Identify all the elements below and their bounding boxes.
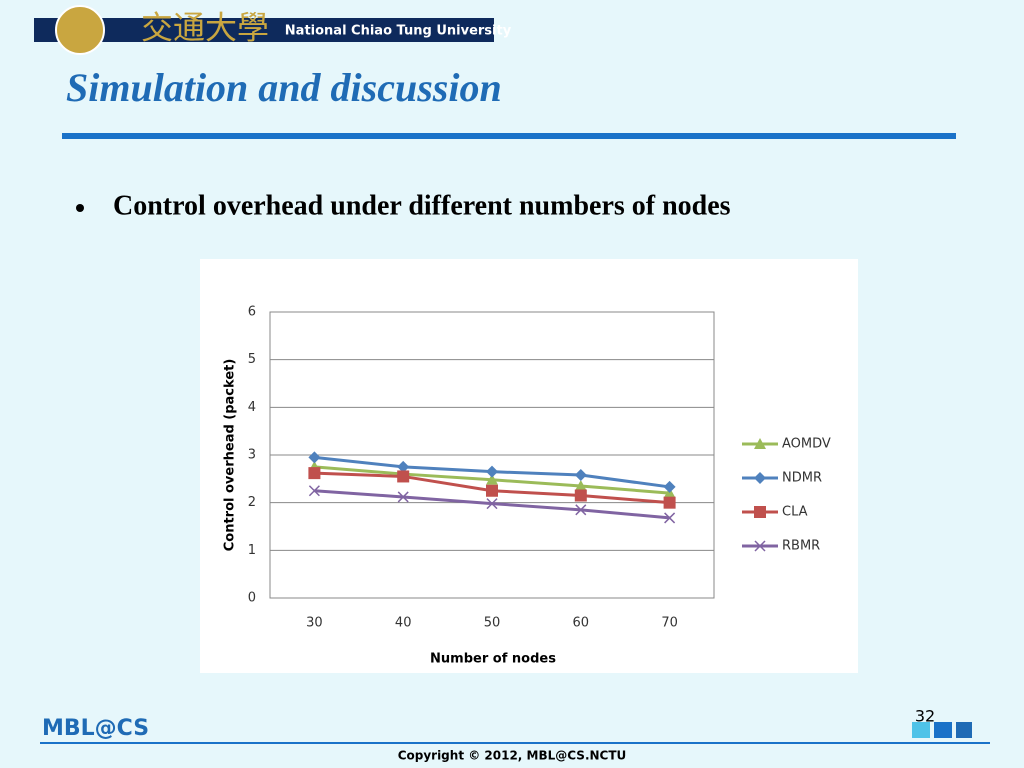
x-axis-title: Number of nodes <box>430 652 556 667</box>
y-tick-label: 3 <box>248 448 256 463</box>
marker <box>486 465 498 478</box>
y-tick-label: 4 <box>248 400 256 415</box>
marker <box>574 469 587 482</box>
banner <box>34 18 494 42</box>
copyright: Copyright © 2012, MBL@CS.NCTU <box>398 749 627 763</box>
x-tick-label: 50 <box>484 616 501 631</box>
marker <box>575 504 587 516</box>
bullet-text: Control overhead under different numbers… <box>113 190 731 221</box>
legend-label: CLA <box>782 505 808 520</box>
legend-label: RBMR <box>782 539 820 554</box>
footer-square <box>934 722 952 738</box>
marker <box>663 496 676 509</box>
slide-title: Simulation and discussion <box>66 65 502 110</box>
bullet-dot <box>76 204 84 212</box>
legend-marker <box>754 438 766 449</box>
marker <box>486 473 498 485</box>
university-en: National Chiao Tung University <box>285 24 512 39</box>
x-tick-label: 30 <box>306 616 323 631</box>
marker <box>397 491 409 503</box>
legend-marker <box>754 472 766 484</box>
legend-label: NDMR <box>782 471 822 486</box>
footer-rule <box>40 742 990 744</box>
marker <box>486 498 498 510</box>
marker <box>664 512 676 524</box>
marker <box>574 489 587 502</box>
footer-square <box>912 722 930 738</box>
footer-square <box>956 722 972 738</box>
x-tick-label: 70 <box>661 616 678 631</box>
university-cn: 交通大學 <box>141 9 269 47</box>
y-tick-label: 0 <box>248 591 256 606</box>
y-tick-label: 5 <box>248 352 256 367</box>
marker <box>574 479 587 491</box>
legend-marker <box>754 540 766 552</box>
legend-label: AOMDV <box>782 437 831 452</box>
x-tick-label: 60 <box>573 616 590 631</box>
chart-area <box>200 259 858 673</box>
marker <box>397 470 410 483</box>
y-tick-label: 2 <box>248 495 256 510</box>
marker <box>308 485 320 497</box>
marker <box>663 480 676 493</box>
title-rule <box>62 133 956 139</box>
university-seal <box>55 5 105 55</box>
legend-marker <box>754 506 766 518</box>
marker <box>397 460 410 473</box>
y-axis-title: Control overhead (packet) <box>223 359 238 552</box>
page-number: 32 <box>915 707 935 726</box>
marker <box>308 467 321 480</box>
y-tick-label: 1 <box>248 543 256 558</box>
y-tick-label: 6 <box>248 305 256 320</box>
marker <box>308 451 321 464</box>
footer-logo: MBL@CS <box>42 716 149 741</box>
marker <box>486 484 498 497</box>
x-tick-label: 40 <box>395 616 412 631</box>
